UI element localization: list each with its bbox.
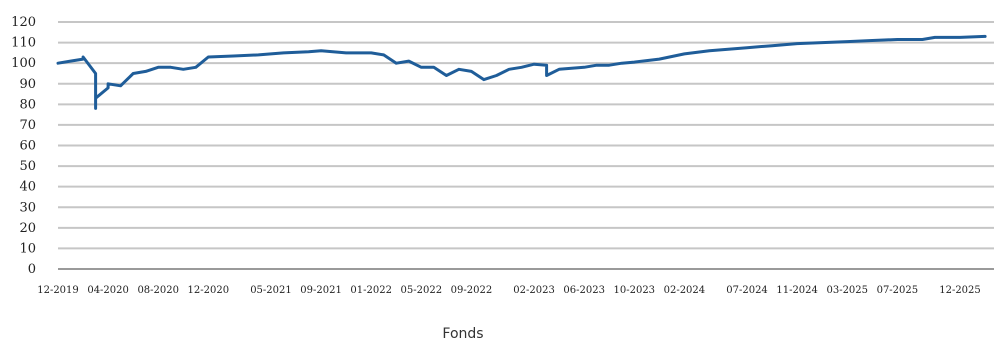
- x-tick-label: 12-2019: [37, 285, 79, 296]
- y-tick-label: 100: [11, 56, 36, 71]
- legend: Fonds: [442, 326, 483, 340]
- x-tick-label: 09-2022: [451, 285, 493, 296]
- x-tick-label: 02-2024: [664, 285, 706, 296]
- x-tick-label: 03-2025: [826, 285, 868, 296]
- y-tick-label: 80: [19, 97, 36, 112]
- legend-series-label: Fonds: [442, 326, 483, 340]
- x-axis-tick-labels: 12-2019 04-2020 08-2020 12-2020 05-2021 09-20…: [37, 285, 981, 296]
- x-tick-label: 04-2020: [87, 285, 129, 296]
- x-tick-label: 01-2022: [350, 285, 392, 296]
- x-tick-label: 02-2023: [513, 285, 555, 296]
- x-tick-label: 11-2024: [776, 285, 818, 296]
- x-tick-label: 05-2022: [401, 285, 443, 296]
- x-tick-label: 06-2023: [563, 285, 605, 296]
- x-tick-label: 09-2021: [300, 285, 342, 296]
- x-tick-label: 12-2020: [188, 285, 230, 296]
- y-tick-label: 10: [19, 241, 36, 256]
- y-tick-label: 50: [19, 159, 36, 174]
- series-line-0: [56, 34, 987, 110]
- y-tick-label: 70: [19, 118, 36, 133]
- y-tick-label: 40: [19, 180, 36, 195]
- y-tick-label: 90: [19, 77, 36, 92]
- y-tick-label: 20: [19, 221, 36, 236]
- series-group: [56, 34, 987, 110]
- y-tick-label: 110: [11, 36, 36, 51]
- y-tick-label: 60: [19, 139, 36, 154]
- y-tick-label: 30: [19, 200, 36, 215]
- x-tick-label: 05-2021: [250, 285, 292, 296]
- y-tick-label: 0: [28, 262, 36, 277]
- x-tick-label: 12-2025: [939, 285, 981, 296]
- gridlines: [58, 21, 994, 270]
- x-tick-label: 10-2023: [613, 285, 655, 296]
- x-tick-label: 07-2025: [877, 285, 919, 296]
- y-tick-label: 120: [11, 15, 36, 30]
- x-tick-label: 07-2024: [726, 285, 768, 296]
- x-tick-label: 08-2020: [137, 285, 179, 296]
